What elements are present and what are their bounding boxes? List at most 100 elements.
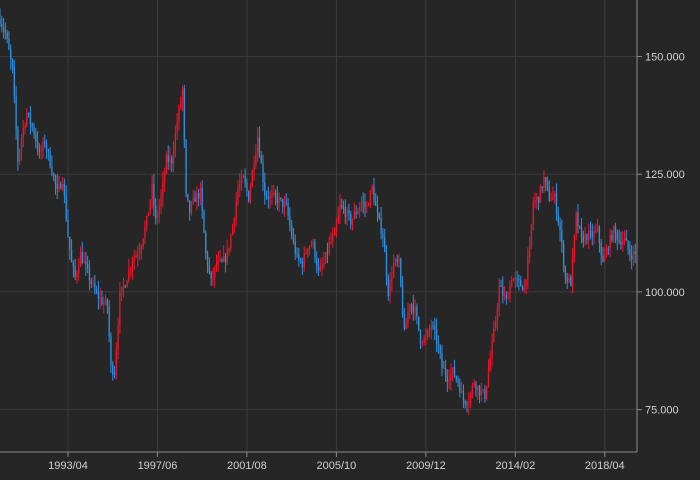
- candle-body: [391, 276, 393, 280]
- candle-body: [534, 199, 536, 203]
- candle-body: [446, 375, 449, 382]
- candle-body: [244, 175, 246, 183]
- candle-body: [435, 329, 438, 342]
- candle-body: [15, 96, 17, 130]
- candle-body: [65, 195, 67, 220]
- candle-body: [478, 386, 481, 396]
- candle-body: [457, 379, 459, 383]
- axes: 75.000 100.000 125.000 150.000 1993/04 1997/0…: [0, 0, 685, 472]
- candle-body: [88, 268, 91, 281]
- candle-body: [214, 266, 216, 278]
- candle-body: [235, 201, 237, 219]
- candle-body: [81, 252, 83, 263]
- candle-body: [371, 186, 373, 192]
- candle-body: [341, 205, 343, 207]
- candle-body: [613, 225, 615, 241]
- candle-body: [53, 173, 55, 176]
- candle-body: [486, 386, 488, 399]
- candle-body: [162, 181, 164, 197]
- candle-body: [355, 212, 357, 214]
- candle-body: [392, 262, 395, 277]
- candle-body: [271, 194, 273, 196]
- candle-body: [54, 175, 57, 185]
- candle-body: [561, 230, 563, 244]
- candle-body: [307, 248, 309, 253]
- candle-body: [426, 330, 429, 337]
- candle-body: [401, 285, 404, 315]
- candle-body: [541, 186, 543, 189]
- candle-body: [176, 123, 178, 134]
- candle-body: [324, 252, 327, 263]
- candle-body: [45, 143, 48, 151]
- candle-body: [489, 357, 491, 371]
- candle-body: [464, 400, 466, 404]
- candle-body: [527, 257, 529, 280]
- candle-body: [620, 241, 622, 245]
- candle-body: [40, 150, 42, 152]
- candle-body: [434, 325, 436, 330]
- candle-body: [135, 255, 137, 258]
- candle-body: [19, 150, 21, 162]
- candle-body: [520, 280, 522, 287]
- candle-body: [360, 202, 363, 207]
- candle-body: [500, 285, 502, 288]
- candle-body: [17, 129, 19, 162]
- candle-body: [559, 222, 561, 231]
- candle-body: [83, 261, 85, 263]
- candle-body: [362, 202, 364, 204]
- candle-body: [512, 279, 515, 282]
- candle-body: [312, 241, 314, 246]
- candle-body: [473, 383, 475, 386]
- candle-body: [206, 253, 209, 267]
- candle-body: [205, 232, 207, 254]
- candle-body: [29, 113, 32, 125]
- candle-body: [283, 202, 286, 208]
- candle-body: [305, 252, 307, 254]
- candle-body: [623, 237, 626, 242]
- candle-body: [502, 287, 504, 296]
- candle-body: [344, 208, 347, 217]
- candle-body: [514, 278, 516, 280]
- candle-body: [183, 88, 185, 141]
- candle-body: [101, 297, 103, 305]
- candle-body: [196, 192, 198, 202]
- candle-body: [582, 236, 584, 243]
- candle-body: [217, 259, 219, 264]
- candle-body: [496, 307, 499, 322]
- candle-body: [548, 187, 550, 201]
- candle-body: [38, 150, 41, 152]
- candle-body: [389, 279, 391, 297]
- candle-body: [604, 255, 606, 262]
- candle-body: [602, 255, 604, 262]
- candle-body: [332, 235, 334, 242]
- candle-body: [181, 88, 184, 102]
- candle-body: [407, 311, 409, 324]
- candle-body: [545, 177, 547, 182]
- candle-body: [240, 177, 243, 185]
- candle-body: [248, 191, 250, 202]
- candle-body: [228, 247, 230, 251]
- candle-body: [539, 186, 542, 203]
- x-tick-label: 2005/10: [317, 460, 357, 472]
- candle-body: [611, 235, 613, 241]
- candle-body: [274, 192, 277, 196]
- candle-body: [2, 26, 5, 31]
- candle-body: [432, 325, 434, 327]
- candle-body: [187, 193, 189, 201]
- candle-body: [224, 255, 227, 262]
- candle-body: [13, 67, 15, 97]
- candle-body: [146, 216, 148, 227]
- candle-body: [554, 193, 556, 198]
- candle-body: [280, 197, 282, 200]
- candle-body: [262, 163, 264, 183]
- candle-body: [251, 171, 253, 187]
- candle-body: [632, 251, 635, 260]
- candle-body: [212, 277, 214, 279]
- candle-body: [10, 49, 12, 60]
- candle-body: [126, 280, 128, 288]
- candle-body: [155, 205, 157, 219]
- candle-body: [27, 112, 30, 114]
- candle-body: [491, 340, 493, 358]
